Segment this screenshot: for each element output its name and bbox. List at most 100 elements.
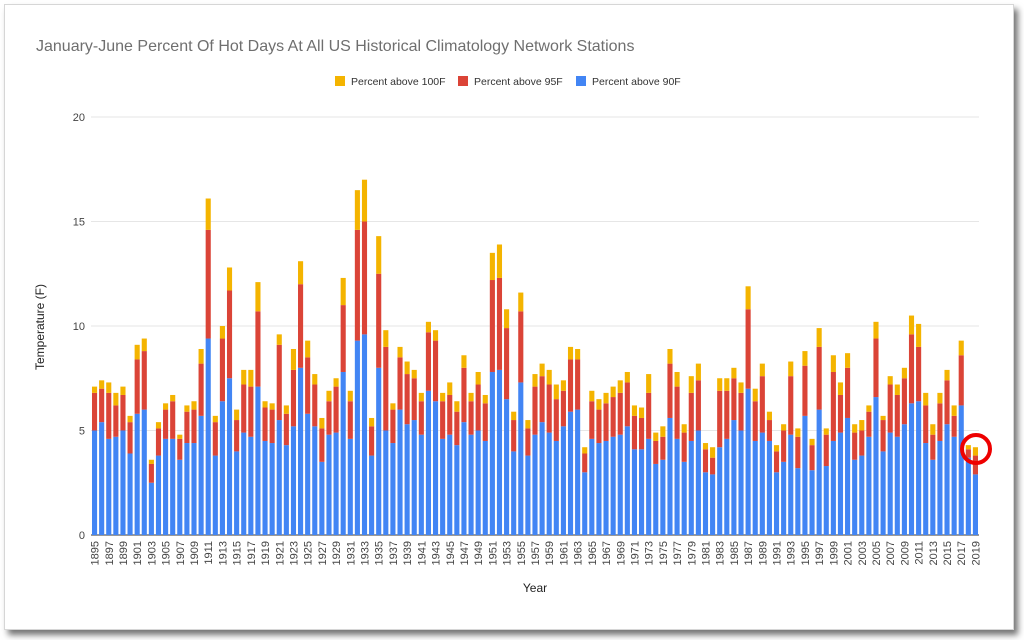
x-tick-label: 1919 [260, 541, 272, 565]
bar-segment-95f [724, 390, 730, 439]
bar-segment-100f [546, 369, 552, 385]
bar-segment-100f [276, 334, 282, 345]
bar-segment-100f [269, 403, 275, 410]
bar-segment-100f [639, 407, 645, 418]
bar-segment-95f [404, 374, 410, 425]
legend-swatch-p100 [335, 76, 345, 86]
x-tick-label: 1997 [814, 541, 826, 565]
bar-segment-95f [788, 376, 794, 435]
bar-segment-90f [539, 422, 545, 535]
x-tick-label: 1955 [516, 541, 528, 565]
bar-segment-90f [440, 438, 446, 535]
bar-segment-100f [880, 415, 886, 421]
bar-segment-90f [447, 434, 453, 535]
bar-segment-100f [425, 321, 431, 333]
bar-segment-90f [823, 466, 829, 535]
bar-segment-90f [873, 397, 879, 535]
bar-segment-95f [802, 365, 808, 416]
bar-segment-100f [646, 374, 652, 393]
bar-segment-95f [837, 394, 844, 433]
bar-segment-100f [916, 323, 922, 347]
bar-segment-90f [809, 470, 815, 535]
bar-segment-95f [923, 405, 929, 444]
x-tick-label: 1947 [459, 541, 471, 565]
x-tick-label: 1923 [288, 541, 300, 565]
bar-segment-100f [532, 374, 538, 387]
bar-segment-100f [724, 378, 730, 391]
bar-segment-90f [745, 388, 751, 535]
bar-segment-95f [298, 284, 304, 368]
bar-segment-90f [816, 409, 822, 535]
x-tick-label: 1935 [374, 541, 386, 565]
bar-segment-90f [347, 438, 353, 535]
bar-segment-100f [141, 338, 147, 352]
bar-segment-100f [489, 252, 495, 281]
bar-segment-95f [965, 449, 971, 458]
bar-segment-100f [383, 330, 389, 347]
bar-segment-90f [212, 455, 218, 535]
bar-segment-100f [134, 344, 140, 360]
bar-segment-100f [205, 198, 211, 230]
bar-segment-100f [809, 438, 815, 446]
bar-segment-90f [596, 443, 602, 535]
bar-segment-100f [575, 348, 581, 360]
x-tick-label: 2019 [970, 541, 982, 565]
bar-segment-100f [816, 328, 822, 347]
bar-segment-100f [702, 443, 709, 450]
x-tick-label: 1929 [331, 541, 343, 565]
bar-segment-95f [646, 392, 652, 439]
bar-segment-90f [788, 434, 794, 535]
x-tick-label: 1915 [232, 541, 244, 565]
bar-segment-100f [361, 179, 368, 222]
bar-segment-90f [674, 438, 680, 535]
bar-segment-100f [475, 371, 481, 385]
x-tick-label: 1953 [502, 541, 514, 565]
bar-segment-100f [852, 424, 858, 433]
bar-segment-95f [290, 369, 297, 427]
bar-segment-90f [141, 409, 147, 535]
bar-segment-95f [859, 430, 865, 456]
bar-segment-100f [667, 348, 673, 364]
bar-segment-90f [603, 440, 609, 535]
x-tick-label: 1983 [715, 541, 727, 565]
bar-segment-90f [866, 436, 872, 535]
bar-segment-95f [262, 407, 268, 441]
bar-segment-90f [830, 440, 836, 535]
x-tick-label: 1967 [601, 541, 613, 565]
x-tick-label: 1973 [644, 541, 656, 565]
chart-title: January-June Percent Of Hot Days At All … [36, 38, 634, 55]
bar-segment-95f [553, 399, 559, 441]
bar-segment-90f [248, 436, 254, 535]
bar-segment-90f [283, 445, 289, 535]
bar-segment-95f [276, 344, 282, 421]
bar-segment-90f [255, 386, 261, 535]
bar-segment-90f [205, 338, 211, 535]
bar-segment-95f [589, 401, 595, 439]
bar-segment-95f [496, 277, 503, 370]
bar-segment-95f [432, 340, 439, 402]
bar-segment-95f [269, 409, 275, 444]
bar-segment-95f [312, 384, 318, 427]
bar-segment-90f [305, 413, 311, 535]
bar-segment-95f [624, 382, 630, 427]
x-tick-label: 1931 [345, 541, 357, 565]
bar-segment-95f [369, 426, 375, 456]
bar-segment-100f [468, 392, 474, 402]
bar-segment-95f [184, 411, 190, 444]
bar-segment-95f [823, 434, 829, 467]
bar-segment-95f [390, 409, 396, 444]
bar-segment-90f [567, 411, 574, 535]
bar-segment-95f [155, 428, 162, 456]
bar-segment-95f [653, 440, 659, 464]
bar-segment-95f [958, 355, 964, 406]
bar-segment-100f [191, 401, 197, 410]
bar-segment-100f [752, 388, 758, 402]
bar-segment-90f [837, 432, 844, 535]
bar-segment-90f [852, 459, 858, 535]
bar-segment-90f [489, 371, 495, 535]
bar-segment-95f [326, 401, 332, 435]
bar-segment-100f [823, 428, 829, 435]
bar-segment-90f [340, 371, 346, 535]
bar-segment-95f [852, 432, 858, 460]
bar-segment-100f [589, 390, 595, 402]
